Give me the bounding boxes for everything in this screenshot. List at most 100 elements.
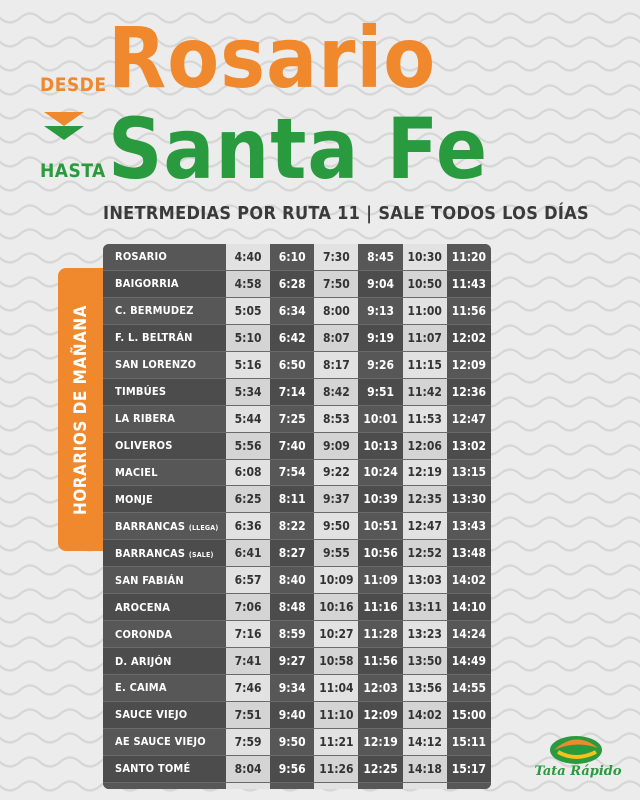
stop-label: OLIVEROS <box>115 439 173 453</box>
departure-time: 6:10 <box>270 244 315 271</box>
departure-time: 10:01 <box>358 405 403 433</box>
departure-time: 7:46 <box>226 674 271 702</box>
wave-line <box>0 204 640 216</box>
departure-time: 4:40 <box>226 244 271 271</box>
departure-time: 6:34 <box>270 297 315 325</box>
stop-label: SANTO TOMÉ <box>115 762 191 776</box>
departure-time: 7:51 <box>226 701 271 729</box>
departure-time: 8:27 <box>270 539 315 568</box>
departure-time: 8:00 <box>314 297 359 325</box>
departure-time: 12:51 <box>358 782 403 789</box>
schedule-row: SANTO TOMÉ 8:04 9:56 11:26 12:25 14:18 15:17 <box>103 755 491 783</box>
departure-time: 10:09 <box>314 566 359 595</box>
wave-line <box>0 156 640 168</box>
departure-time: 8:53 <box>314 405 359 433</box>
departure-time: 11:21 <box>314 728 359 756</box>
departure-time: 13:50 <box>402 647 447 675</box>
departure-time: 7:06 <box>226 593 271 622</box>
schedule-row: C. BERMUDEZ 5:05 6:34 8:00 9:13 11:00 11:56 <box>103 297 491 325</box>
stop-name: MONJE <box>103 485 226 514</box>
schedule-row: F. L. BELTRÁN 5:10 6:42 8:07 9:19 11:07 12:02 <box>103 324 491 352</box>
schedule-row: SAN LORENZO 5:16 6:50 8:17 9:26 11:15 12:09 <box>103 351 491 379</box>
stop-name: SANTO TOMÉ <box>103 755 226 783</box>
departure-time: 10:39 <box>358 485 403 514</box>
stop-label: ROSARIO <box>115 250 167 264</box>
departure-time: 9:19 <box>358 324 403 352</box>
stop-label: BAIGORRIA <box>115 277 179 291</box>
stop-label: AROCENA <box>115 600 171 614</box>
departure-time: 8:40 <box>270 566 315 595</box>
destination-title: Santa Fe <box>108 100 489 198</box>
stop-label: TIMBÚES <box>115 385 167 399</box>
stop-name: MACIEL <box>103 459 226 487</box>
tata-rapido-logo-icon <box>550 736 602 764</box>
departure-time: 10:50 <box>402 270 447 298</box>
origin-title: Rosario <box>108 9 437 107</box>
departure-time: 11:09 <box>358 566 403 595</box>
departure-time: 11:00 <box>402 297 447 325</box>
schedule-row: LA RIBERA 5:44 7:25 8:53 10:01 11:53 12:47 <box>103 405 491 433</box>
departure-time: 7:40 <box>270 432 315 460</box>
schedule-row: SAUCE VIEJO 7:51 9:40 11:10 12:09 14:02 15:00 <box>103 701 491 729</box>
from-label: DESDE <box>40 74 107 96</box>
departure-time: 14:10 <box>446 593 491 622</box>
departure-time: 8:22 <box>270 512 315 541</box>
departure-time: 12:47 <box>402 512 447 541</box>
departure-time: 13:03 <box>402 566 447 595</box>
departure-time: 7:25 <box>270 405 315 433</box>
departure-time: 11:56 <box>358 647 403 675</box>
departure-time: 10:56 <box>358 539 403 568</box>
departure-time: 12:19 <box>358 728 403 756</box>
departure-time: 13:11 <box>402 593 447 622</box>
departure-time: 12:19 <box>402 459 447 487</box>
departure-time: 8:32 <box>226 782 271 789</box>
departure-time: 11:56 <box>446 297 491 325</box>
schedule-row: BAIGORRIA 4:58 6:28 7:50 9:04 10:50 11:43 <box>103 270 491 298</box>
departure-time: 13:30 <box>446 485 491 514</box>
departure-time: 11:42 <box>402 378 447 406</box>
departure-time: 14:12 <box>402 728 447 756</box>
stop-label: BARRANCAS <box>115 519 186 533</box>
departure-time: 9:22 <box>314 459 359 487</box>
wave-line <box>0 84 640 96</box>
side-tab-label: HORARIOS DE MAÑANA <box>71 304 91 515</box>
departure-time: 11:53 <box>402 405 447 433</box>
schedule-row: TIMBÚES 5:34 7:14 8:42 9:51 11:42 12:36 <box>103 378 491 406</box>
stop-name: C. BERMUDEZ <box>103 297 226 325</box>
direction-arrow-icon <box>44 112 84 140</box>
departure-time: 9:51 <box>358 378 403 406</box>
stop-name: SAN FABIÁN <box>103 566 226 595</box>
departure-time: 9:56 <box>270 755 315 783</box>
stop-name: AROCENA <box>103 593 226 622</box>
schedule-row: BARRANCAS (SALE) 6:41 8:27 9:55 10:56 12:52 13… <box>103 539 491 568</box>
departure-time: 11:26 <box>314 755 359 783</box>
departure-time: 10:51 <box>358 512 403 541</box>
departure-time: 9:40 <box>270 701 315 729</box>
departure-time: 14:24 <box>446 620 491 649</box>
stop-label: E. CAIMA <box>115 681 167 695</box>
stop-name: TIMBÚES <box>103 378 226 406</box>
stop-label: BARRANCAS <box>115 546 186 560</box>
departure-time: 7:59 <box>226 728 271 756</box>
departure-time: 11:40 <box>314 782 359 789</box>
departure-time: 13:43 <box>446 512 491 541</box>
stop-label: MONJE <box>115 492 153 506</box>
departure-time: 13:15 <box>446 459 491 487</box>
schedule-row: ROSARIO 4:40 6:10 7:30 8:45 10:30 11:20 <box>103 244 491 271</box>
departure-time: 8:42 <box>314 378 359 406</box>
stop-name: BARRANCAS (LLEGA) <box>103 512 226 541</box>
stop-label: AE SAUCE VIEJO <box>115 735 206 749</box>
departure-time: 5:44 <box>226 405 271 433</box>
stop-label: F. L. BELTRÁN <box>115 331 193 345</box>
departure-time: 11:04 <box>314 674 359 702</box>
departure-time: 9:04 <box>358 270 403 298</box>
route-subtitle: INETRMEDIAS POR RUTA 11 | SALE TODOS LOS… <box>103 203 589 224</box>
departure-time: 10:24 <box>358 459 403 487</box>
stop-label: LA RIBERA <box>115 412 176 426</box>
departure-time: 7:14 <box>270 378 315 406</box>
departure-time: 9:50 <box>314 512 359 541</box>
schedule-row: MACIEL 6:08 7:54 9:22 10:24 12:19 13:15 <box>103 459 491 487</box>
schedule-row: CORONDA 7:16 8:59 10:27 11:28 13:23 14:24 <box>103 620 491 649</box>
logo-text: Tata Rápido <box>534 764 622 779</box>
stop-label: CORONDA <box>115 627 173 641</box>
